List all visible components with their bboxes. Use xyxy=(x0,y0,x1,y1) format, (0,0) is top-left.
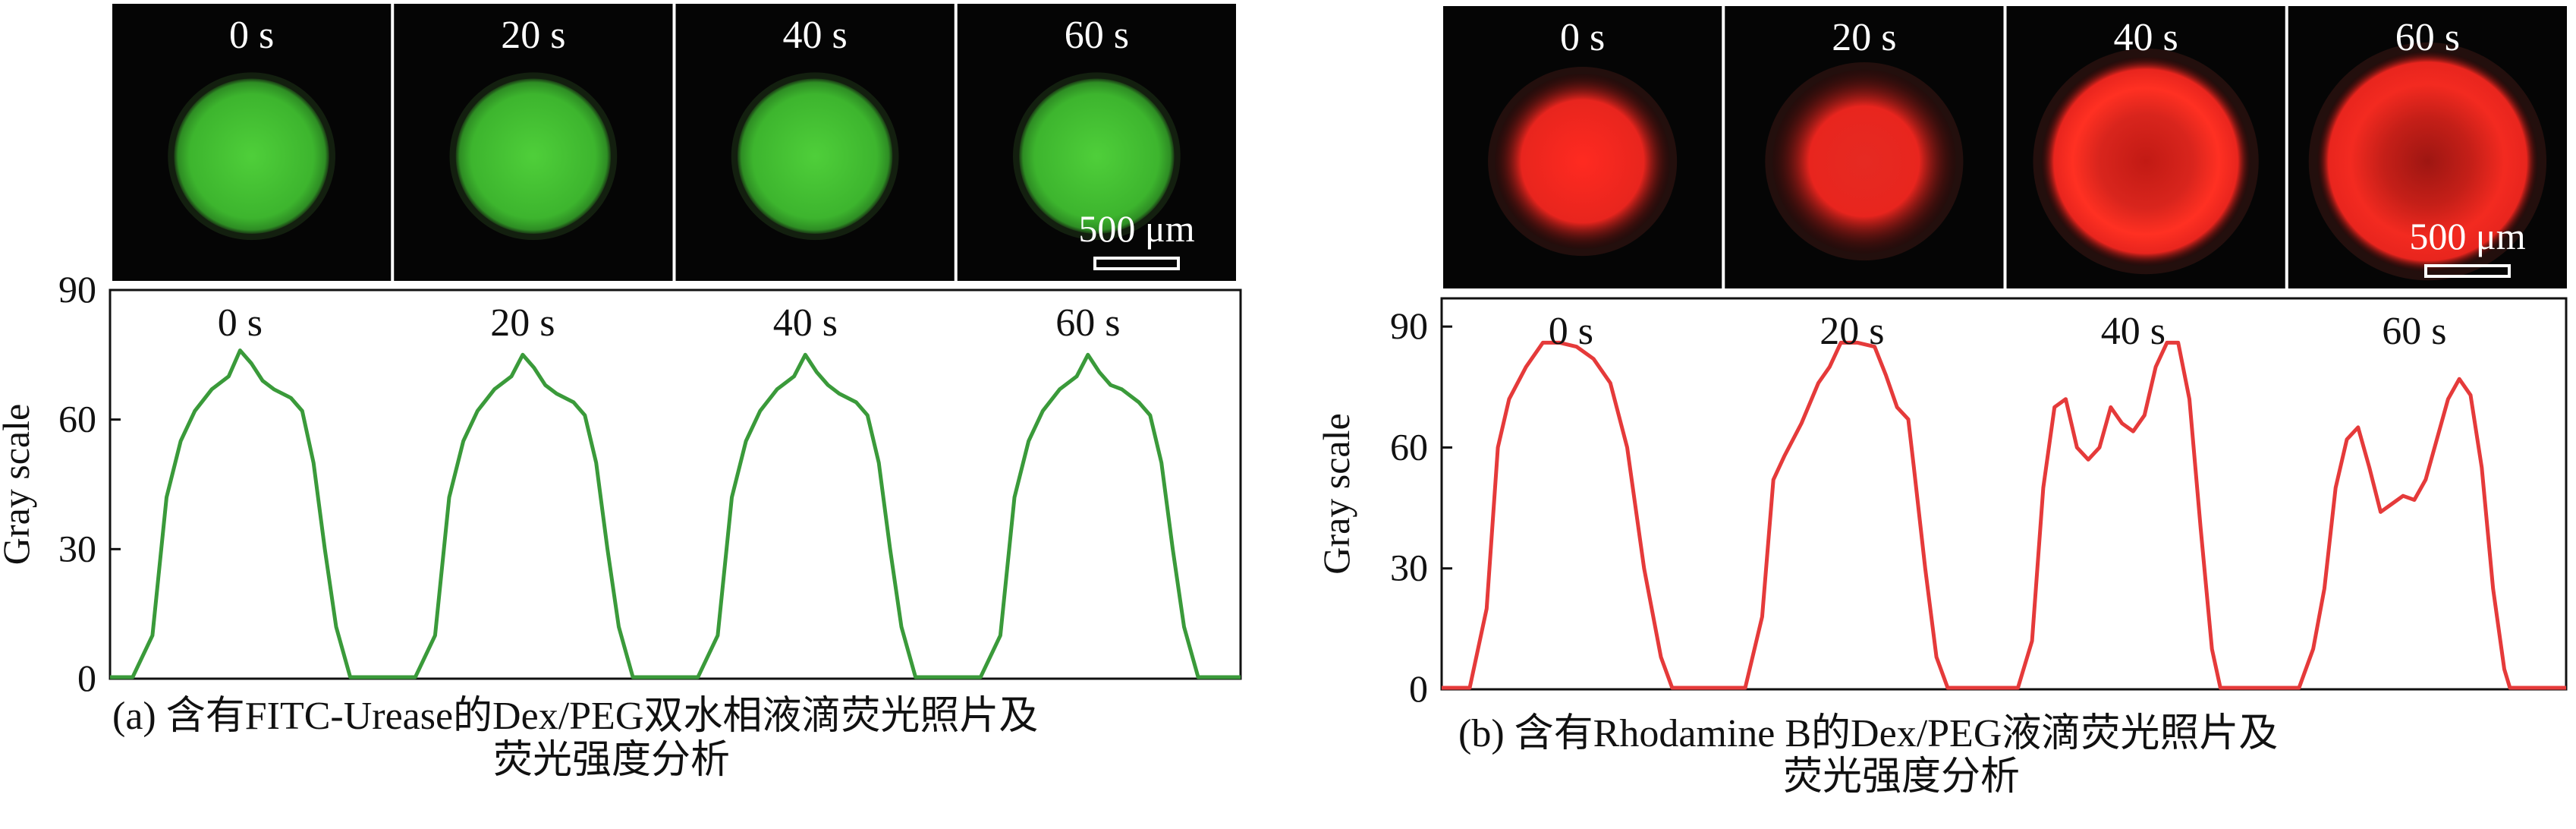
droplet-b-2 xyxy=(2041,56,2250,266)
series-line-b-0 xyxy=(1442,340,1723,690)
frame-time-label-a-2: 40 s xyxy=(783,14,848,57)
y-axis-label-a: Gray scale xyxy=(0,404,37,565)
frame-time-label-b-0: 0 s xyxy=(1560,16,1605,59)
y-tick-label-a-1: 30 xyxy=(58,527,96,569)
series-label-b-2: 40 s xyxy=(2101,310,2166,353)
series-label-a-3: 60 s xyxy=(1055,301,1120,345)
scale-bar-a xyxy=(1093,257,1180,270)
caption-line2-a: 荧光强度分析 xyxy=(493,739,730,782)
droplet-a-3 xyxy=(1019,78,1175,234)
y-tick-label-a-3: 90 xyxy=(58,268,96,310)
droplet-a-0 xyxy=(174,78,329,234)
y-tick-label-b-1: 30 xyxy=(1390,547,1428,589)
series-label-b-3: 60 s xyxy=(2382,310,2446,353)
droplet-a-1 xyxy=(455,78,612,234)
series-label-a-0: 0 s xyxy=(218,301,263,345)
frame-time-label-b-1: 20 s xyxy=(1832,16,1896,59)
y-tick-label-a-0: 0 xyxy=(77,657,96,699)
droplet-a-2 xyxy=(737,78,893,234)
series-line-a-1 xyxy=(392,352,675,679)
plot-frame-b xyxy=(1440,297,2568,691)
y-tick-label-a-2: 60 xyxy=(58,398,96,440)
series-label-a-2: 40 s xyxy=(773,301,838,345)
frame-time-label-a-0: 0 s xyxy=(229,14,274,57)
series-line-b-1 xyxy=(1722,340,2004,690)
droplet-b-3 xyxy=(2317,51,2538,272)
frame-time-label-a-1: 20 s xyxy=(501,14,565,57)
droplet-b-0 xyxy=(1495,74,1670,249)
scale-bar-label-a: 500 μm xyxy=(1078,207,1194,250)
series-line-a-2 xyxy=(675,352,958,679)
series-label-a-1: 20 s xyxy=(490,301,555,345)
y-tick-label-b-3: 90 xyxy=(1390,304,1428,347)
y-axis-label-b: Gray scale xyxy=(1315,413,1357,574)
caption-line2-b: 荧光强度分析 xyxy=(1783,755,2020,799)
series-line-b-3 xyxy=(2285,377,2566,690)
y-tick-label-b-0: 0 xyxy=(1409,667,1428,710)
series-label-b-1: 20 s xyxy=(1820,310,1884,353)
droplet-b-1 xyxy=(1772,69,1956,254)
series-line-b-2 xyxy=(2004,340,2285,690)
y-tick-label-b-2: 60 xyxy=(1390,425,1428,468)
series-label-b-0: 0 s xyxy=(1549,310,1593,353)
caption-line1-a: (a) 含有FITC-Urease的Dex/PEG双水相液滴荧光照片及 xyxy=(112,695,1038,738)
frame-time-label-b-2: 40 s xyxy=(2114,16,2178,59)
plot-frame-a xyxy=(109,288,1242,680)
caption-line1-b: (b) 含有Rhodamine B的Dex/PEG液滴荧光照片及 xyxy=(1458,712,2278,755)
series-line-a-0 xyxy=(110,348,393,679)
scale-bar-label-b: 500 μm xyxy=(2409,215,2525,257)
series-line-a-3 xyxy=(958,352,1241,679)
frame-time-label-b-3: 60 s xyxy=(2395,16,2460,59)
frame-time-label-a-3: 60 s xyxy=(1065,14,1129,57)
scale-bar-b xyxy=(2424,264,2511,278)
